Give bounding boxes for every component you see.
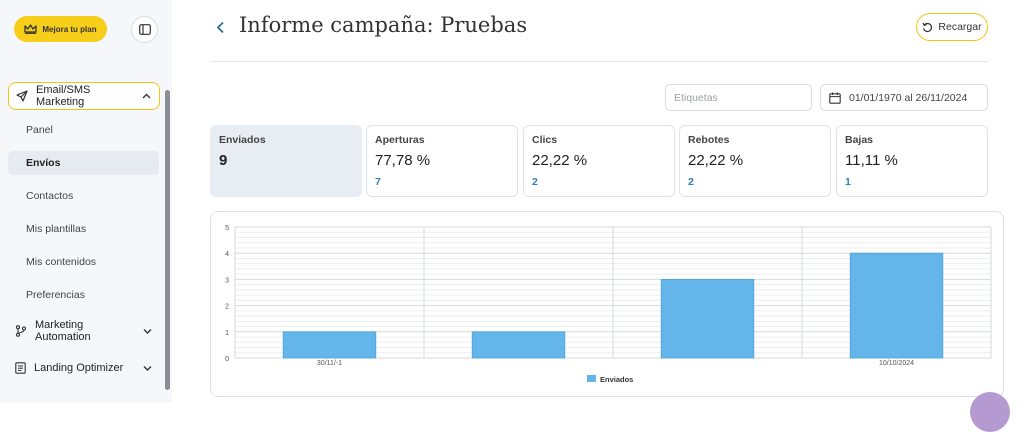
sidebar-item-label: Contactos xyxy=(26,190,74,202)
stat-label: Bajas xyxy=(845,134,874,146)
stat-label: Clics xyxy=(532,134,558,146)
stat-value: 9 xyxy=(219,152,228,169)
document-icon xyxy=(15,362,26,374)
sidebar: Mejora tu plan Email/SMS Marketing Panel… xyxy=(0,0,172,402)
sidebar-item-envios[interactable]: Envíos xyxy=(8,151,159,175)
bar xyxy=(849,252,944,359)
sidebar-item-label: Mis contenidos xyxy=(26,256,97,268)
send-icon xyxy=(16,90,28,102)
stat-count: 7 xyxy=(375,176,381,188)
tags-input[interactable] xyxy=(665,84,812,111)
date-range-value: 01/01/1970 al 26/11/2024 xyxy=(849,91,968,104)
crown-icon xyxy=(24,24,38,34)
sidebar-scrollbar[interactable] xyxy=(165,90,170,390)
sidebar-toggle-icon xyxy=(138,24,151,35)
branch-icon xyxy=(15,325,27,337)
reload-button[interactable]: Recargar xyxy=(916,13,988,41)
y-tick-label: 0 xyxy=(225,356,229,363)
sidebar-item-label: Preferencias xyxy=(26,289,85,301)
y-tick-label: 3 xyxy=(225,277,229,284)
sidebar-item-mis-plantillas[interactable]: Mis plantillas xyxy=(8,217,159,241)
chevron-up-icon xyxy=(142,93,151,99)
nav-section-label: Email/SMS Marketing xyxy=(36,84,91,108)
sidebar-group-landing-optimizer[interactable]: Landing Optimizer xyxy=(8,355,160,381)
sidebar-item-label: Panel xyxy=(26,124,53,136)
help-fab-button[interactable] xyxy=(970,392,1010,432)
sidebar-item-label: Mis plantillas xyxy=(26,223,87,235)
sidebar-item-preferencias[interactable]: Preferencias xyxy=(8,283,159,307)
y-tick-label: 1 xyxy=(225,330,229,337)
y-tick-label: 2 xyxy=(225,304,229,311)
chart-card: 0 1 2 3 4 5 30/11/-1 10/10/2024 Enviados xyxy=(210,211,1004,397)
stat-count: 2 xyxy=(532,176,538,188)
stat-label: Aperturas xyxy=(375,134,425,146)
sidebar-group-label: Landing Optimizer xyxy=(34,362,124,374)
stat-value: 22,22 % xyxy=(688,152,744,169)
stat-card-bajas[interactable]: Bajas 11,11 % 1 xyxy=(836,125,988,197)
stat-label: Enviados xyxy=(219,134,266,146)
x-tick-label: 30/11/-1 xyxy=(317,360,342,367)
sidebar-item-contactos[interactable]: Contactos xyxy=(8,184,159,208)
legend-swatch xyxy=(587,375,596,382)
sidebar-group-marketing-automation[interactable]: Marketing Automation xyxy=(8,318,160,344)
stat-count: 2 xyxy=(688,176,694,188)
upgrade-plan-label: Mejora tu plan xyxy=(42,24,97,34)
x-tick-label: 10/10/2024 xyxy=(879,360,914,367)
reload-icon xyxy=(922,22,933,32)
stat-card-aperturas[interactable]: Aperturas 77,78 % 7 xyxy=(366,125,518,197)
bar-chart: 0 1 2 3 4 5 30/11/-1 10/10/2024 Enviados xyxy=(225,225,992,384)
bar xyxy=(471,331,566,359)
upgrade-plan-button[interactable]: Mejora tu plan xyxy=(14,16,107,42)
sidebar-item-label: Envíos xyxy=(26,157,61,169)
chevron-left-icon xyxy=(216,21,224,33)
collapse-sidebar-button[interactable] xyxy=(131,16,158,43)
stat-count: 1 xyxy=(845,176,851,188)
stat-card-enviados[interactable]: Enviados 9 xyxy=(210,125,362,197)
stat-value: 11,11 % xyxy=(845,152,898,169)
bar xyxy=(660,279,755,359)
sidebar-item-panel[interactable]: Panel xyxy=(8,118,159,142)
y-tick-label: 4 xyxy=(225,251,229,258)
back-button[interactable] xyxy=(210,16,230,38)
bar xyxy=(282,331,377,359)
main-content: Informe campaña: Pruebas Recargar 01/01/… xyxy=(172,0,1024,402)
stat-value: 77,78 % xyxy=(375,152,431,169)
title-divider xyxy=(210,61,988,62)
page-title: Informe campaña: Pruebas xyxy=(239,13,528,37)
stat-card-clics[interactable]: Clics 22,22 % 2 xyxy=(523,125,675,197)
stat-label: Rebotes xyxy=(688,134,730,146)
sidebar-item-mis-contenidos[interactable]: Mis contenidos xyxy=(8,250,159,274)
reload-label: Recargar xyxy=(938,21,982,33)
chevron-down-icon xyxy=(143,366,152,371)
sidebar-group-label: Marketing Automation xyxy=(35,319,91,343)
stat-card-rebotes[interactable]: Rebotes 22,22 % 2 xyxy=(679,125,831,197)
calendar-icon xyxy=(829,92,841,104)
stat-value: 22,22 % xyxy=(532,152,588,169)
chevron-down-icon xyxy=(143,329,152,334)
date-range-picker[interactable]: 01/01/1970 al 26/11/2024 xyxy=(820,84,988,111)
y-tick-label: 5 xyxy=(225,225,229,232)
nav-section-email-sms[interactable]: Email/SMS Marketing xyxy=(8,82,160,110)
legend-label: Enviados xyxy=(600,375,633,384)
